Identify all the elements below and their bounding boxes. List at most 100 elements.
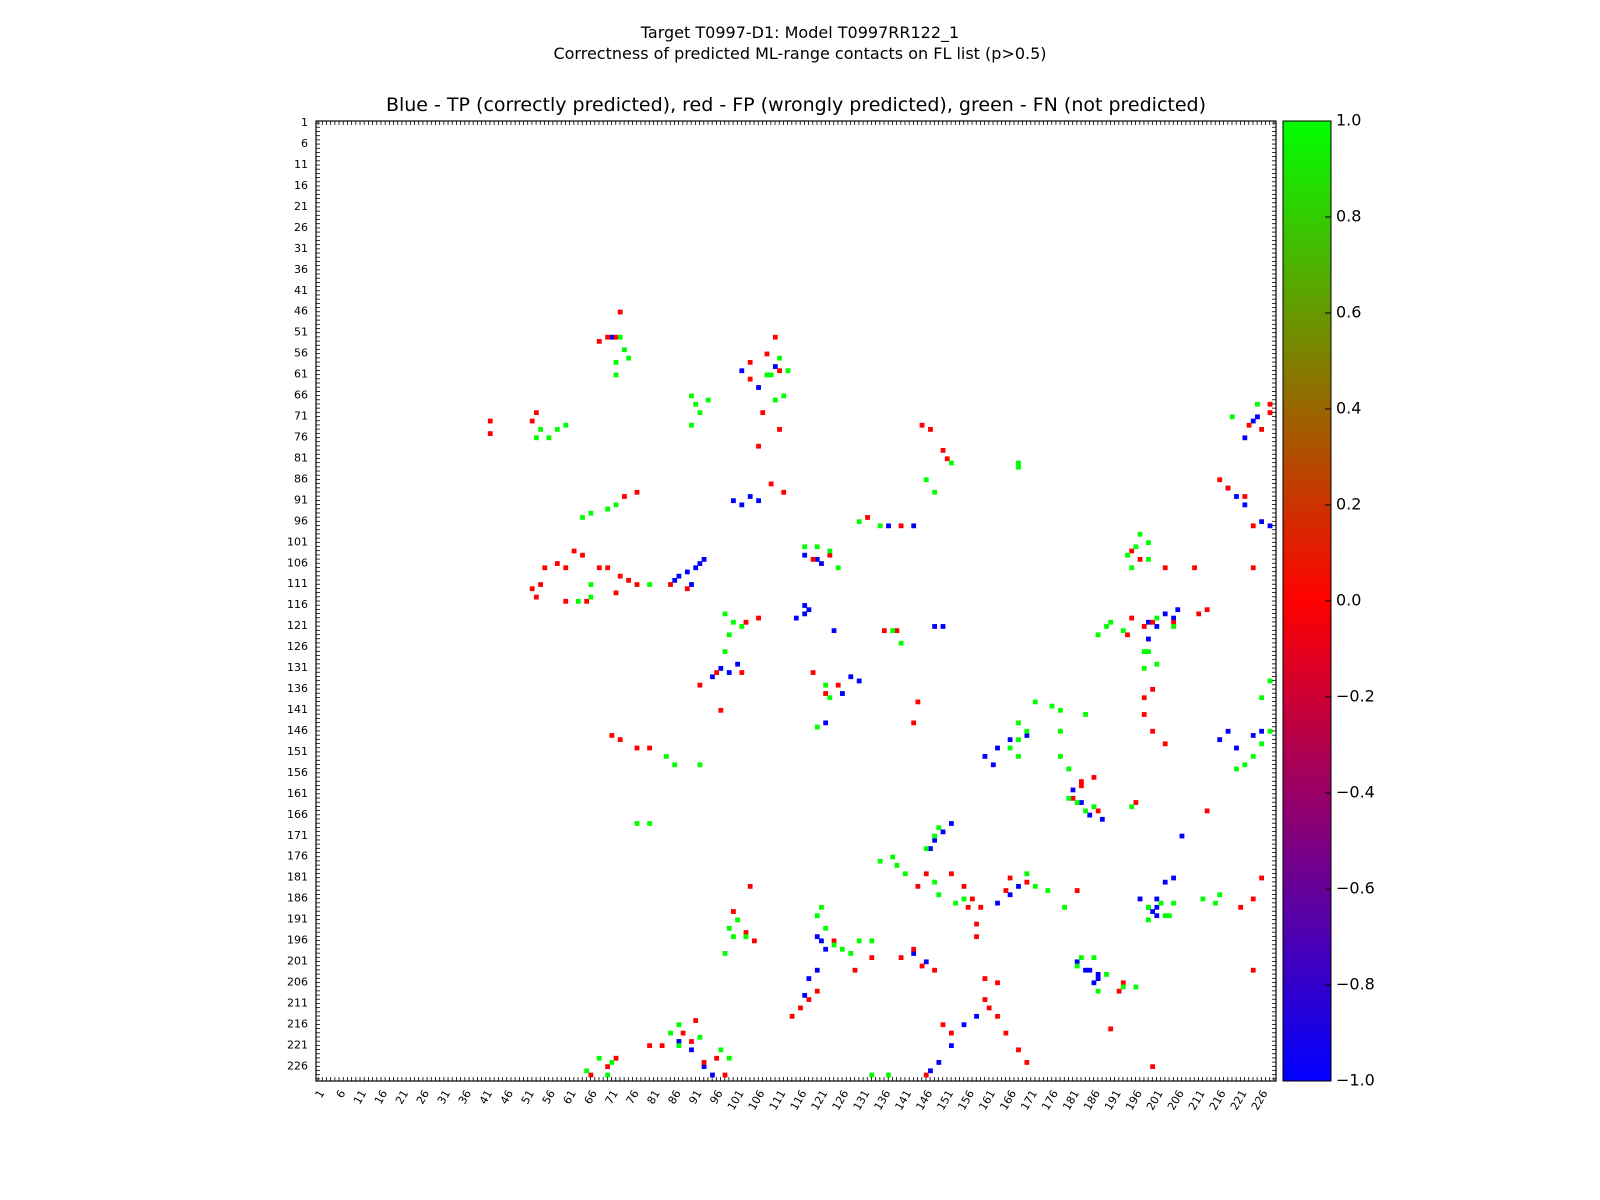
contact-cell-fn [647, 582, 652, 587]
x-tick-label: 121 [809, 1088, 831, 1113]
contact-cell-fp [756, 443, 761, 449]
contact-cell-tp [856, 678, 862, 684]
contact-cell-tp [726, 670, 732, 675]
contact-cell-fp [563, 565, 569, 571]
contact-cell-fp [940, 1022, 946, 1028]
y-tick-label: 101 [287, 535, 308, 548]
contact-cell-fn [772, 397, 778, 403]
contact-cell-fp [1171, 619, 1176, 625]
contact-cell-fn [617, 334, 623, 340]
contact-cell-fp [1078, 783, 1084, 789]
contact-cell-tp [684, 569, 690, 575]
contact-cell-tp [990, 762, 996, 768]
contact-cell-fn [1120, 984, 1126, 990]
y-tick-label: 11 [294, 158, 308, 171]
contact-cell-fp [982, 976, 988, 981]
contact-cell-fn [932, 879, 938, 885]
contact-cell-fp [1024, 1060, 1030, 1065]
contact-cell-fp [1141, 712, 1147, 717]
contact-cell-fp [1091, 774, 1097, 780]
contact-cell-fn [877, 858, 883, 864]
contact-cell-fn [718, 1047, 724, 1053]
contact-cell-fp [1242, 494, 1248, 499]
contact-cell-tp [710, 674, 715, 680]
contact-cell-tp [735, 661, 740, 667]
contact-cell-fp [869, 955, 875, 961]
y-tick-label: 36 [294, 263, 308, 276]
contact-cell-fn [676, 1043, 682, 1049]
contact-cell-fn [1133, 544, 1139, 550]
y-tick-label: 96 [294, 514, 308, 527]
contact-cell-fn [840, 946, 845, 952]
contact-cell-fp [714, 670, 720, 675]
contact-cell-fp [563, 598, 569, 604]
y-tick-label: 106 [287, 556, 308, 569]
contact-cell-tp [689, 1047, 694, 1053]
contact-cell-tp [823, 946, 829, 952]
y-tick-label: 71 [294, 410, 308, 423]
contact-cell-fn [1083, 808, 1088, 814]
contact-cell-fp [668, 582, 673, 587]
contact-cell-fn [663, 754, 669, 759]
y-tick-label: 171 [287, 829, 308, 842]
contact-cell-fn [622, 347, 627, 353]
contact-cell-fp [743, 619, 749, 625]
contact-cell-fn [735, 917, 740, 923]
contact-cell-fp [1074, 888, 1080, 893]
contact-cell-tp [756, 498, 761, 504]
contact-cell-fp [634, 489, 640, 495]
y-tick-label: 16 [294, 179, 308, 192]
contact-cell-tp [1099, 816, 1105, 822]
contact-cell-tp [1255, 414, 1260, 420]
contact-cell-tp [982, 754, 988, 759]
contact-cell-fp [634, 582, 640, 587]
contact-cell-fp [978, 904, 984, 910]
contact-cell-tp [747, 494, 753, 499]
contact-cell-fp [831, 938, 837, 944]
x-tick-label: 201 [1144, 1088, 1166, 1113]
x-tick-label: 116 [788, 1088, 810, 1113]
contact-cell-fp [701, 1060, 707, 1065]
contact-cell-fn [1016, 464, 1021, 470]
contact-cell-fp [487, 418, 493, 424]
contact-cell-tp [802, 603, 808, 608]
contact-cell-fn [1066, 795, 1072, 801]
contact-cell-tp [1154, 913, 1160, 919]
contact-cell-fn [726, 632, 732, 638]
figure-title-line-1: Target T0997-D1: Model T0997RR122_1 [640, 23, 960, 42]
contact-cell-fn [814, 913, 820, 919]
contact-cell-fn [647, 821, 652, 826]
y-tick-label: 216 [287, 1017, 308, 1030]
contact-cell-fp [647, 1043, 652, 1049]
contact-cell-fn [731, 619, 736, 625]
contact-cell-fn [831, 942, 837, 948]
contact-cell-tp [1250, 418, 1256, 424]
x-tick-label: 111 [767, 1088, 789, 1113]
x-tick-label: 191 [1102, 1088, 1124, 1113]
y-tick-label: 226 [287, 1059, 308, 1072]
contact-cell-tp [1154, 624, 1160, 629]
contact-cell-fp [944, 456, 950, 462]
contact-cell-fp [529, 586, 535, 592]
contact-cell-fn [705, 397, 711, 403]
contact-cell-fn [1154, 661, 1160, 667]
x-tick-label: 101 [725, 1088, 747, 1113]
contact-cell-fn [1242, 762, 1248, 768]
contact-cell-fp [538, 582, 543, 587]
contact-cell-fn [1158, 900, 1164, 906]
y-tick-label: 1 [301, 116, 308, 129]
contact-cell-tp [823, 720, 829, 726]
contact-cell-fn [886, 1072, 891, 1078]
y-tick-label: 76 [294, 431, 308, 444]
contact-cell-fp [680, 1030, 686, 1036]
contact-cell-fp [756, 615, 761, 621]
colorbar-tick-label: −0.6 [1336, 879, 1375, 898]
contact-cell-fp [613, 334, 619, 340]
contact-cell-fp [1204, 607, 1210, 613]
contact-cell-fp [1125, 632, 1130, 638]
y-tick-label: 151 [287, 745, 308, 758]
y-tick-label: 181 [287, 871, 308, 884]
y-tick-label: 61 [294, 368, 308, 381]
contact-cell-fn [1250, 754, 1256, 759]
contact-cell-fp [1225, 485, 1231, 491]
